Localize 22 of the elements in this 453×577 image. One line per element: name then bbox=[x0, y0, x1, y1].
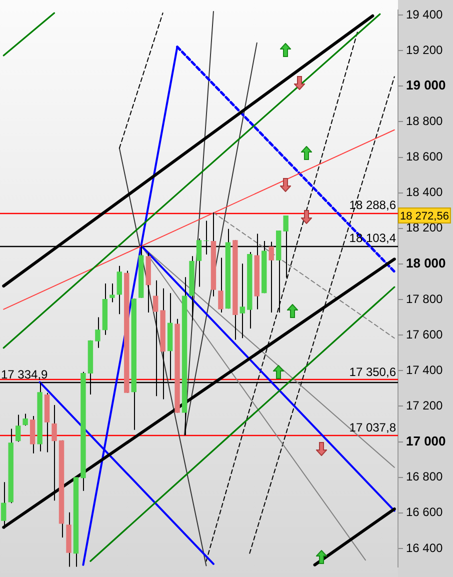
ref-line-label: 18 103,4 bbox=[349, 230, 396, 245]
y-tick-label: 18 400 bbox=[406, 185, 444, 200]
y-tick-label: 16 600 bbox=[406, 505, 444, 520]
y-tick-label: 16 400 bbox=[406, 540, 444, 555]
y-tick-label: 18 800 bbox=[406, 114, 444, 128]
y-tick-label: 19 200 bbox=[406, 42, 444, 57]
y-tick-label: 17 600 bbox=[406, 327, 444, 342]
y-tick-label: 18 000 bbox=[406, 256, 446, 271]
y-tick-label: 19 400 bbox=[406, 7, 444, 22]
y-tick-label: 16 800 bbox=[406, 470, 444, 484]
text: 18 272,56 bbox=[400, 210, 449, 223]
ref-line-label: 17 037,8 bbox=[349, 420, 396, 434]
y-tick-label: 17 200 bbox=[406, 398, 444, 413]
ref-line-label: 18 288,6 bbox=[349, 198, 396, 212]
ref-line-label: 17 350,6 bbox=[349, 364, 396, 379]
y-tick-label: 17 800 bbox=[406, 292, 444, 306]
y-tick-label: 17 000 bbox=[406, 433, 446, 448]
y-tick-label: 18 200 bbox=[406, 220, 444, 235]
y-tick-label: 19 000 bbox=[406, 78, 446, 93]
y-tick-label: 18 600 bbox=[406, 150, 444, 164]
ref-line-label: 17 334,9 bbox=[1, 368, 48, 382]
y-tick-label: 17 400 bbox=[406, 362, 444, 377]
